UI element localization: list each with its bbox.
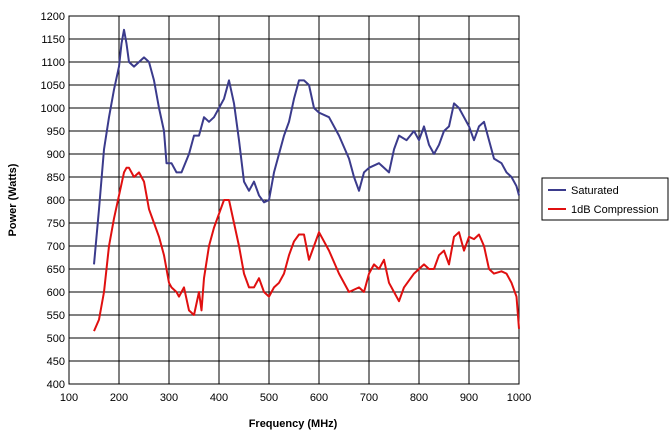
- y-tick-label: 850: [47, 172, 65, 184]
- legend-label-1db-compression: 1dB Compression: [571, 204, 658, 216]
- series-line-1db-compression: [93, 166, 520, 332]
- series-line-saturated: [93, 28, 520, 265]
- y-tick-label: 450: [47, 356, 65, 368]
- tick-labels: 400 450 500 550 600 650 700 750 800 850 900 950 1000…: [41, 11, 532, 404]
- x-tick-label: 300: [160, 392, 178, 404]
- legend-box: [541, 177, 669, 221]
- legend: Saturated 1dB Compression: [541, 177, 669, 221]
- x-axis-title: Frequency (MHz): [249, 418, 338, 430]
- x-tick-label: 900: [460, 392, 478, 404]
- y-axis-title: Power (Watts): [7, 163, 19, 236]
- y-tick-label: 950: [47, 126, 65, 138]
- x-tick-label: 600: [310, 392, 328, 404]
- y-tick-label: 1200: [41, 11, 65, 23]
- y-tick-label: 900: [47, 149, 65, 161]
- x-tick-label: 200: [110, 392, 128, 404]
- series-layer: [93, 28, 520, 332]
- plot-border: [68, 15, 520, 385]
- y-tick-label: 1050: [41, 80, 65, 92]
- x-tick-label: 700: [360, 392, 378, 404]
- y-tick-label: 700: [47, 241, 65, 253]
- y-tick-label: 800: [47, 195, 65, 207]
- x-tick-label: 100: [60, 392, 78, 404]
- x-tick-label: 400: [210, 392, 228, 404]
- x-tick-label: 1000: [507, 392, 531, 404]
- legend-label-saturated: Saturated: [571, 185, 619, 197]
- x-tick-label: 500: [260, 392, 278, 404]
- y-tick-label: 1150: [41, 34, 65, 46]
- y-tick-label: 1000: [41, 103, 65, 115]
- y-tick-label: 650: [47, 264, 65, 276]
- y-tick-label: 750: [47, 218, 65, 230]
- x-tick-label: 800: [410, 392, 428, 404]
- y-tick-label: 400: [47, 379, 65, 391]
- y-tick-label: 550: [47, 310, 65, 322]
- y-tick-label: 600: [47, 287, 65, 299]
- y-tick-label: 1100: [41, 57, 65, 69]
- y-tick-label: 500: [47, 333, 65, 345]
